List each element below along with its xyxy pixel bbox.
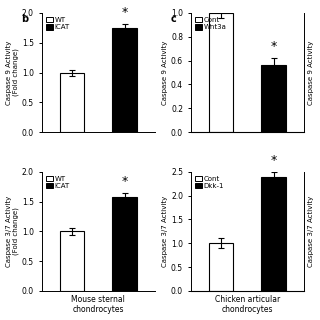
Legend: WT, ICAT: WT, ICAT — [45, 175, 71, 190]
Text: *: * — [271, 154, 277, 167]
Bar — [209, 243, 234, 291]
X-axis label: Chicken articular
chondrocytes: Chicken articular chondrocytes — [215, 295, 280, 315]
Y-axis label: Caspase 9 Activity: Caspase 9 Activity — [308, 40, 315, 105]
Y-axis label: Caspase 3/7 Activity: Caspase 3/7 Activity — [308, 196, 315, 267]
Bar — [112, 28, 137, 132]
Y-axis label: Caspase 9 Activity
(Fold change): Caspase 9 Activity (Fold change) — [5, 40, 19, 105]
Bar — [261, 65, 286, 132]
Y-axis label: Caspase 3/7 Activity
(Fold change): Caspase 3/7 Activity (Fold change) — [5, 196, 19, 267]
Legend: WT, ICAT: WT, ICAT — [45, 16, 71, 31]
Bar — [60, 231, 84, 291]
Text: *: * — [271, 40, 277, 53]
Bar — [112, 197, 137, 291]
Text: c: c — [170, 14, 176, 24]
Bar — [209, 13, 234, 132]
Bar — [60, 73, 84, 132]
X-axis label: Mouse sternal
chondrocytes: Mouse sternal chondrocytes — [71, 295, 125, 315]
Text: b: b — [21, 14, 28, 24]
Legend: Cont, Dkk-1: Cont, Dkk-1 — [194, 175, 225, 190]
Text: *: * — [122, 6, 128, 19]
Legend: Cont, Wnt3a: Cont, Wnt3a — [194, 16, 228, 31]
Text: *: * — [122, 175, 128, 188]
Y-axis label: Caspase 9 Activity: Caspase 9 Activity — [162, 40, 168, 105]
Y-axis label: Caspase 3/7 Activity: Caspase 3/7 Activity — [162, 196, 168, 267]
Bar — [261, 177, 286, 291]
